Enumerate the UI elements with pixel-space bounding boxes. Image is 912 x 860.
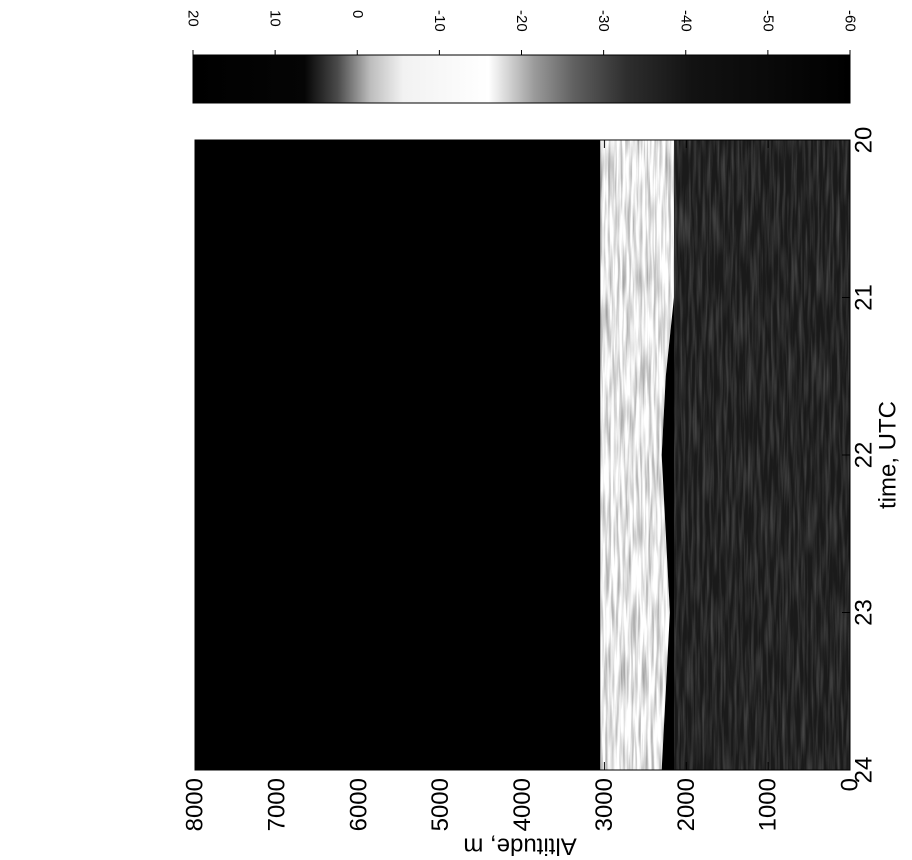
plot-area: 20 21 22 23 24 0 1000 2000 3000 4000 5000 6000 7000… [182,127,878,832]
y-axis-label: Altitude, m [463,833,576,860]
colorbar-tick-label: -30 [595,10,612,32]
colorbar-ticks: 20 10 0 -10 -20 -30 -40 -50 -60 [185,10,859,55]
y-tick-label: 8000 [182,778,209,831]
y-tick-label: 1000 [755,778,782,831]
y-tick-label: 5000 [427,778,454,831]
y-tick-label: 2000 [673,778,700,831]
colorbar-tick-label: 0 [349,10,366,18]
colorbar-tick-label: -40 [677,10,694,32]
x-tick-label: 21 [851,284,878,311]
colorbar-tick-label: -20 [513,10,530,32]
y-tick-label: 7000 [263,778,290,831]
band-scattered-faint-signal-texture [673,140,850,770]
colorbar: 20 10 0 -10 -20 -30 -40 -50 -60 [185,10,859,104]
y-tick-label: 6000 [345,778,372,831]
data-bands [600,140,850,770]
x-axis-label: time, UTC [875,401,902,509]
x-tick-label: 23 [851,599,878,626]
band-bright-layer-texture [600,140,679,770]
y-tick-label: 4000 [509,778,536,831]
colorbar-tick-label: -10 [431,10,448,32]
colorbar-scale [192,54,851,104]
y-tick-label: 0 [837,778,864,791]
colorbar-tick-label: -50 [759,10,776,32]
colorbar-tick-label: 10 [267,10,284,27]
x-tick-label: 20 [851,127,878,154]
x-axis-ticks: 20 21 22 23 24 [195,127,878,784]
x-tick-label: 24 [851,757,878,784]
y-axis-ticks: 0 1000 2000 3000 4000 5000 6000 7000 8000 [182,140,864,831]
y-tick-label: 3000 [591,778,618,831]
colorbar-tick-label: -60 [842,10,859,32]
colorbar-tick-label: 20 [185,10,202,27]
x-tick-label: 22 [851,442,878,469]
